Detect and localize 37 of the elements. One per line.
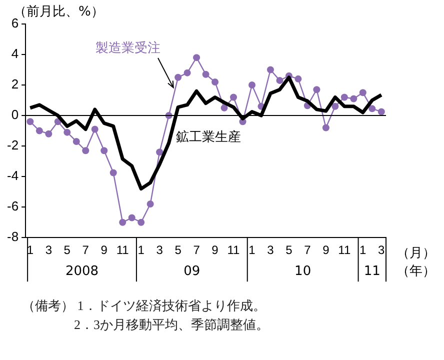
y-tick-label: -2 (6, 138, 19, 153)
x-tick-label: 7 (304, 243, 312, 258)
x-tick-label: 11 (227, 243, 240, 258)
text: 2008 (65, 264, 99, 279)
series-label: 鉱工業生産 (176, 129, 242, 146)
x-tick-label: 1 (138, 243, 145, 258)
x-tick-label: 1 (248, 243, 256, 258)
x-tick-label: 9 (212, 243, 219, 258)
text: 09 (184, 264, 200, 279)
x-tick-label: 3 (45, 243, 52, 258)
x-tick-label: 5 (174, 243, 182, 258)
x-tick-label: 5 (286, 243, 293, 258)
text: （月） (396, 246, 436, 261)
x-tick-label: 1 (360, 243, 367, 258)
x-tick-label: 7 (193, 243, 200, 258)
x-tick-label: 1 (26, 243, 34, 258)
y-tick-label: 2 (11, 76, 19, 92)
text: 11 (364, 264, 380, 279)
y-tick-label: 0 (11, 107, 19, 122)
text: （年） (396, 264, 436, 279)
y-tick-label: 4 (11, 46, 19, 62)
x-tick-label: 3 (267, 243, 274, 258)
x-tick-label: 11 (116, 243, 130, 258)
x-tick-label: 5 (64, 243, 71, 258)
x-tick-label: 11 (338, 243, 351, 258)
x-tick-label: 3 (156, 243, 164, 258)
x-tick-label: 9 (322, 243, 330, 258)
text: 10 (294, 264, 312, 279)
text: （備考） 1．ドイツ経済技術省より作成。 (22, 297, 267, 315)
y-tick-label: -6 (6, 198, 19, 214)
y-tick-label: -8 (6, 229, 19, 244)
series-label: 製造業受注 (96, 40, 161, 56)
text: 2．3か月移動平均、季節調整値。 (73, 316, 270, 334)
x-tick-label: 9 (100, 243, 108, 258)
y-tick-label: -4 (6, 168, 19, 184)
x-tick-label: 3 (378, 243, 386, 258)
x-tick-label: 7 (82, 243, 90, 258)
